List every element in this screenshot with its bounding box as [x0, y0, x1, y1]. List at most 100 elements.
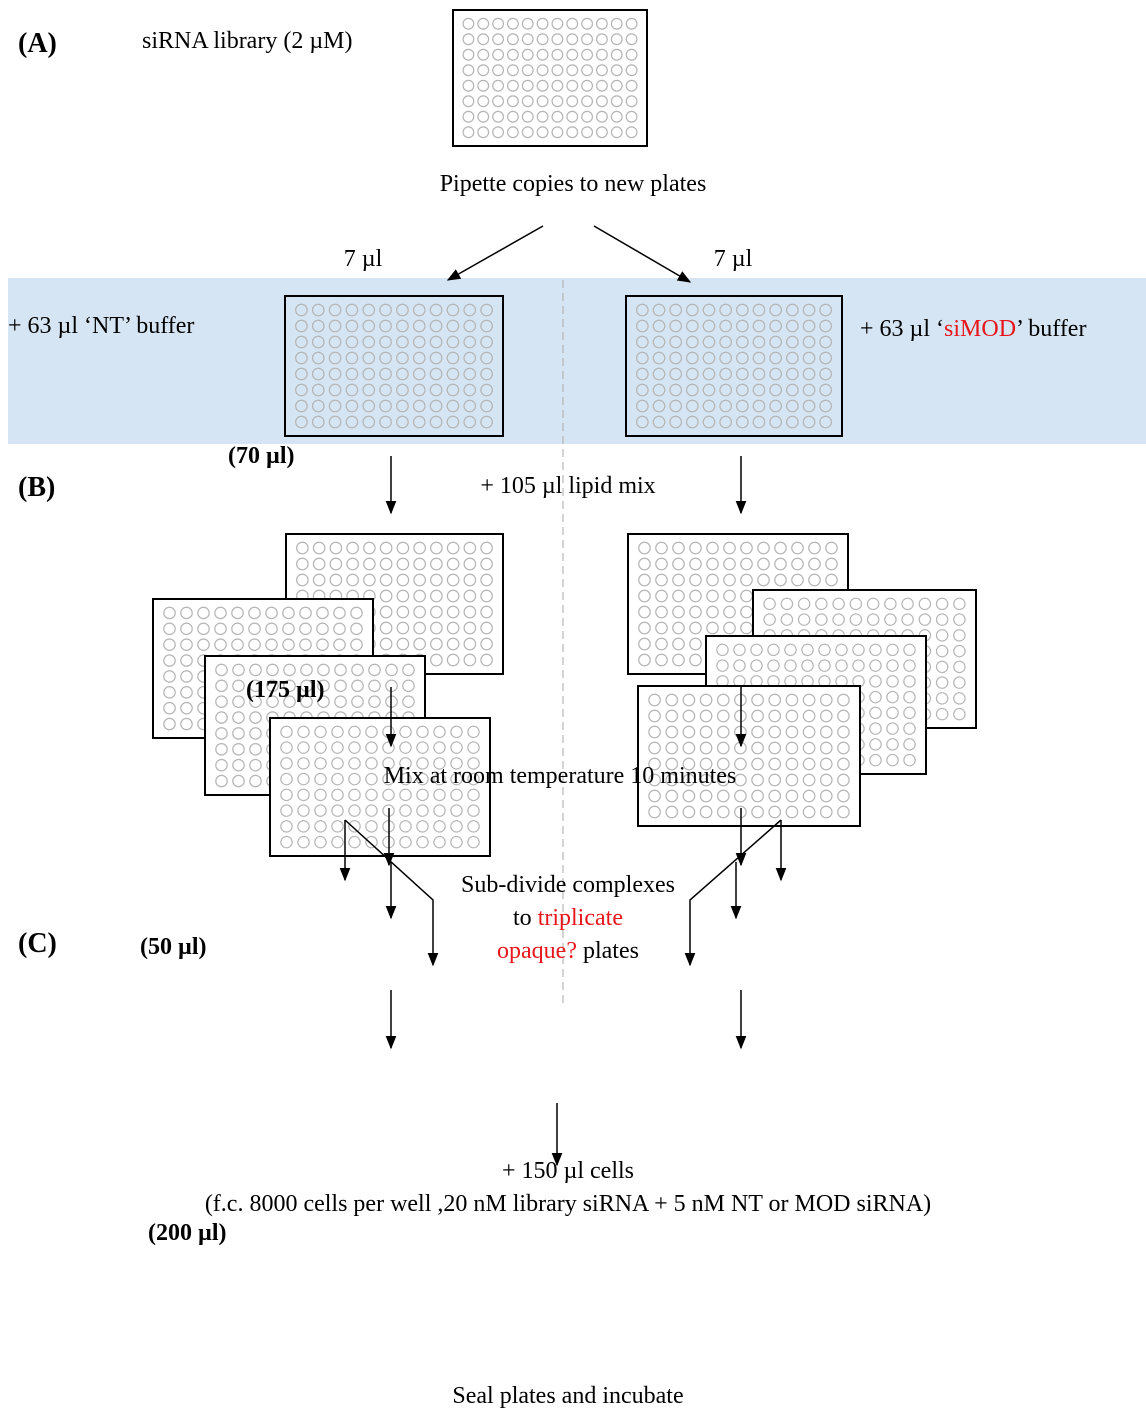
well: [416, 725, 429, 739]
well: [774, 573, 787, 587]
well: [699, 709, 713, 723]
well: [311, 383, 325, 397]
well: [735, 383, 749, 397]
well: [382, 788, 395, 802]
well: [311, 415, 325, 429]
well: [382, 772, 395, 786]
well: [365, 820, 378, 833]
well: [825, 557, 838, 571]
well: [416, 741, 429, 754]
well: [249, 742, 262, 756]
well: [396, 589, 410, 603]
well: [819, 367, 833, 381]
well: [215, 663, 228, 677]
well: [492, 95, 505, 108]
well: [450, 757, 463, 770]
well: [333, 606, 346, 620]
well: [735, 335, 749, 349]
well: [536, 110, 549, 123]
well: [819, 319, 833, 333]
well: [214, 622, 227, 636]
well: [506, 64, 519, 77]
well: [768, 741, 782, 755]
well: [652, 399, 666, 413]
well: [566, 17, 579, 30]
well: [837, 741, 850, 755]
well: [903, 753, 916, 767]
well: [869, 659, 882, 672]
well: [348, 820, 361, 833]
well: [413, 605, 426, 619]
well: [396, 557, 410, 571]
well: [215, 742, 228, 756]
well: [467, 725, 480, 739]
well: [463, 605, 477, 619]
well: [706, 605, 719, 619]
well: [610, 17, 623, 30]
well: [767, 643, 780, 657]
plate: [452, 9, 648, 147]
well: [334, 663, 347, 677]
well: [740, 541, 753, 555]
step-text: Pipette copies to new plates: [440, 171, 707, 197]
well: [536, 33, 549, 46]
well: [463, 303, 477, 317]
highlight: siMOD: [944, 316, 1016, 342]
well: [566, 110, 579, 123]
well: [953, 707, 966, 721]
well: [655, 557, 668, 571]
well: [413, 589, 426, 603]
well: [477, 79, 490, 92]
well: [685, 383, 699, 397]
well: [566, 33, 579, 46]
well: [655, 653, 668, 667]
well: [785, 709, 799, 723]
well: [791, 541, 804, 555]
well: [402, 679, 415, 693]
well: [446, 557, 460, 571]
well: [818, 643, 831, 657]
well: [818, 659, 831, 672]
well: [752, 383, 766, 397]
well: [689, 621, 702, 635]
well: [752, 303, 766, 317]
well: [837, 773, 850, 787]
well: [297, 788, 310, 802]
well: [581, 33, 594, 46]
well: [819, 303, 833, 317]
well: [672, 621, 685, 635]
well: [300, 695, 313, 709]
well: [433, 820, 446, 833]
well: [446, 367, 460, 381]
well: [719, 303, 733, 317]
well: [682, 741, 696, 755]
well: [648, 725, 661, 739]
well: [702, 335, 716, 349]
well: [581, 79, 594, 92]
well: [750, 659, 763, 672]
well: [808, 541, 821, 555]
well: [446, 383, 460, 397]
well: [702, 399, 716, 413]
well: [815, 597, 828, 611]
well: [819, 773, 833, 787]
well: [918, 613, 932, 626]
well: [314, 757, 327, 770]
well: [635, 383, 649, 397]
well: [433, 788, 446, 802]
well: [362, 399, 376, 413]
well: [362, 335, 376, 349]
well: [819, 789, 833, 803]
well: [328, 367, 342, 381]
well: [214, 638, 227, 652]
well: [296, 541, 309, 555]
well: [350, 606, 363, 620]
well: [566, 95, 579, 108]
well: [699, 773, 713, 787]
well: [785, 693, 799, 707]
well: [180, 654, 193, 667]
well: [734, 773, 747, 787]
well: [685, 303, 699, 317]
well: [768, 757, 782, 771]
well: [351, 663, 364, 677]
